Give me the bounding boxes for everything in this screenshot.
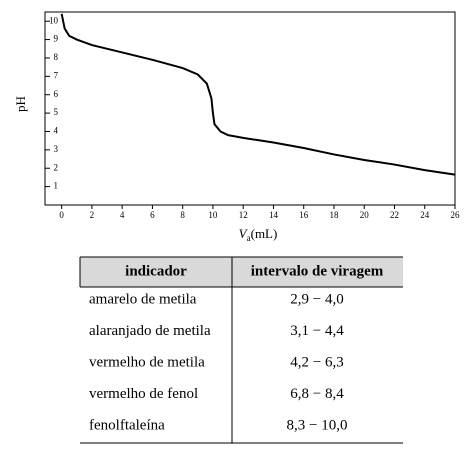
table-header: intervalo de viragem: [251, 263, 384, 279]
x-tick-label: 20: [360, 210, 370, 220]
y-tick-label: 6: [54, 89, 59, 99]
table-cell: 6,8 − 8,4: [290, 386, 344, 402]
y-axis-label: pH: [13, 96, 28, 112]
y-tick-label: 1: [54, 181, 59, 191]
x-label-part: (mL): [251, 226, 278, 241]
x-tick-label: 6: [150, 210, 155, 220]
table-header: indicador: [125, 263, 187, 279]
x-axis-label: Va(mL): [239, 226, 278, 243]
table-cell: vermelho de fenol: [89, 386, 198, 402]
x-tick-label: 24: [420, 210, 430, 220]
table-header-bg: [80, 257, 403, 287]
x-tick-label: 18: [329, 210, 339, 220]
x-tick-label: 4: [120, 210, 125, 220]
y-tick-label: 10: [49, 15, 59, 25]
x-tick-label: 26: [451, 210, 461, 220]
x-label-part: a: [247, 233, 251, 243]
y-tick-label: 7: [54, 70, 59, 80]
table-cell: 8,3 − 10,0: [287, 417, 348, 433]
x-tick-label: 10: [208, 210, 218, 220]
x-tick-label: 0: [59, 210, 64, 220]
y-tick-label: 2: [54, 162, 59, 172]
x-tick-label: 8: [180, 210, 185, 220]
curve: [60, 13, 456, 176]
table-cell: 3,1 − 4,4: [290, 323, 344, 339]
table-cell: 4,2 − 6,3: [290, 354, 343, 370]
y-tick-label: 3: [54, 144, 59, 154]
y-tick-label: 9: [54, 34, 59, 44]
x-tick-label: 2: [90, 210, 95, 220]
y-tick-label: 5: [54, 107, 59, 117]
y-tick-label: 8: [54, 52, 59, 62]
x-tick-label: 12: [239, 210, 248, 220]
table-cell: vermelho de metila: [89, 354, 205, 370]
table-cell: fenolftaleína: [89, 417, 165, 433]
table-cell: amarelo de metila: [89, 291, 197, 307]
x-tick-label: 16: [299, 210, 309, 220]
x-tick-label: 14: [269, 210, 279, 220]
table-cell: alaranjado de metila: [89, 323, 211, 339]
x-tick-label: 22: [390, 210, 399, 220]
table-cell: 2,9 − 4,0: [290, 291, 343, 307]
x-label-part: V: [239, 226, 249, 241]
y-tick-label: 4: [54, 126, 59, 136]
plot-frame: [44, 11, 456, 206]
